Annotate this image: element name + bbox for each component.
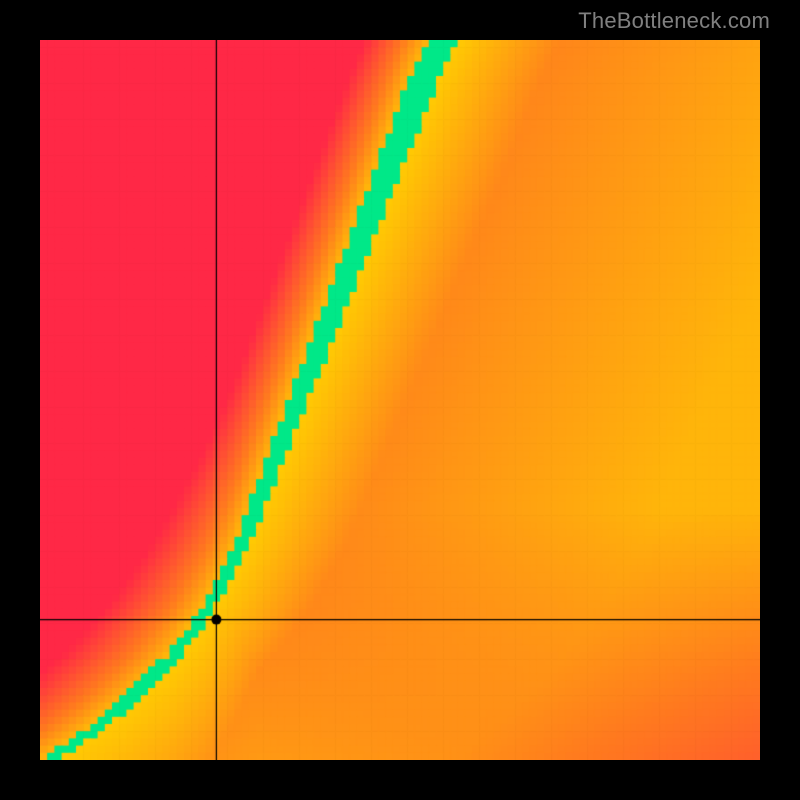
watermark-label: TheBottleneck.com bbox=[578, 8, 770, 34]
chart-container: TheBottleneck.com bbox=[0, 0, 800, 800]
heatmap-canvas bbox=[40, 40, 760, 760]
